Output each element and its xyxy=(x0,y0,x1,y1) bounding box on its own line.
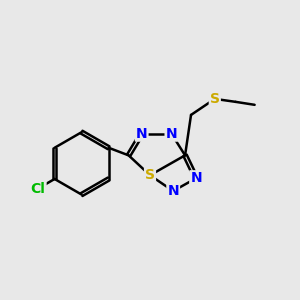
Text: N: N xyxy=(136,127,148,141)
Text: Cl: Cl xyxy=(30,182,45,196)
Text: S: S xyxy=(210,92,220,106)
Text: N: N xyxy=(167,184,179,198)
Text: S: S xyxy=(145,168,155,182)
Text: N: N xyxy=(166,127,177,141)
Text: N: N xyxy=(190,171,202,185)
Text: Cl: Cl xyxy=(30,182,45,196)
